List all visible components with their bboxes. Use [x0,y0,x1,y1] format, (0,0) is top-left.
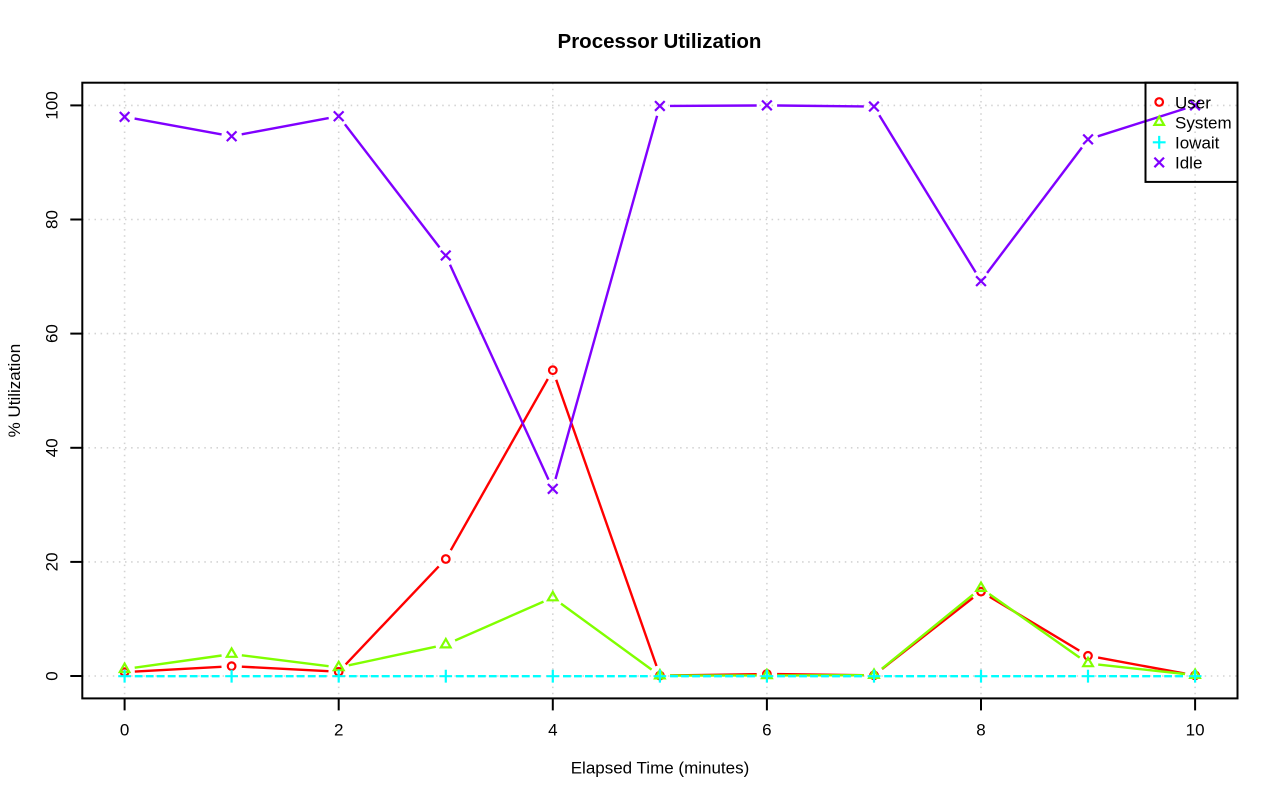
svg-text:60: 60 [43,324,62,343]
svg-text:100: 100 [43,91,62,119]
svg-text:Elapsed Time (minutes): Elapsed Time (minutes) [571,759,750,778]
svg-text:10: 10 [1186,720,1205,739]
svg-text:80: 80 [43,210,62,229]
svg-text:Iowait: Iowait [1175,134,1220,153]
svg-text:40: 40 [43,438,62,457]
svg-text:Idle: Idle [1175,154,1202,173]
svg-text:System: System [1175,113,1232,132]
svg-text:2: 2 [334,720,343,739]
svg-text:User: User [1175,93,1211,112]
svg-text:8: 8 [976,720,985,739]
svg-text:Processor Utilization: Processor Utilization [558,30,762,53]
svg-text:% Utilization: % Utilization [5,344,24,438]
svg-text:0: 0 [43,671,62,680]
svg-text:6: 6 [762,720,771,739]
svg-text:20: 20 [43,552,62,571]
svg-text:0: 0 [120,720,129,739]
svg-text:4: 4 [548,720,557,739]
